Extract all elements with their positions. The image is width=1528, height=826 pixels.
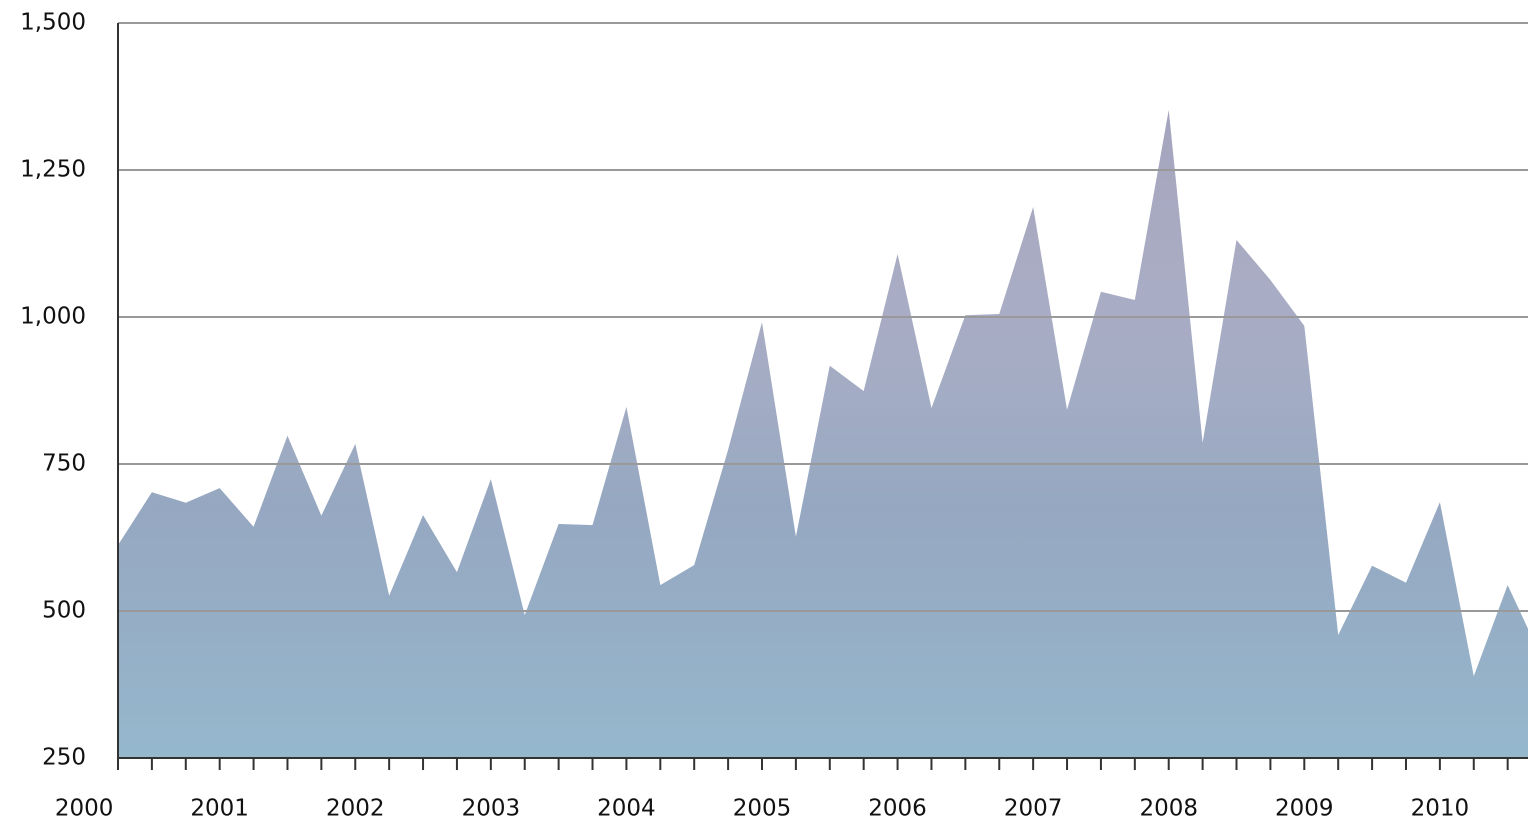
x-tick-label: 2010	[1411, 796, 1470, 822]
x-tick-label: 2001	[190, 796, 249, 822]
x-tick-label: 2002	[326, 796, 385, 822]
y-tick-label: 1,500	[20, 10, 86, 36]
area-shade	[118, 110, 1528, 758]
y-tick-label: 750	[42, 451, 86, 477]
x-tick-label: 2000	[55, 796, 114, 822]
x-tick-label: 2003	[462, 796, 521, 822]
x-tick-label: 2005	[733, 796, 792, 822]
y-tick-label: 250	[42, 745, 86, 771]
x-tick-label: 2006	[868, 796, 927, 822]
y-tick-label: 500	[42, 598, 86, 624]
y-tick-label: 1,000	[20, 304, 86, 330]
x-tick-label: 2009	[1275, 796, 1334, 822]
x-tick-label: 2004	[597, 796, 656, 822]
y-tick-label: 1,250	[20, 157, 86, 183]
plot-area	[118, 110, 1528, 758]
x-tick-label: 2007	[1004, 796, 1063, 822]
x-tick-label: 2008	[1139, 796, 1198, 822]
